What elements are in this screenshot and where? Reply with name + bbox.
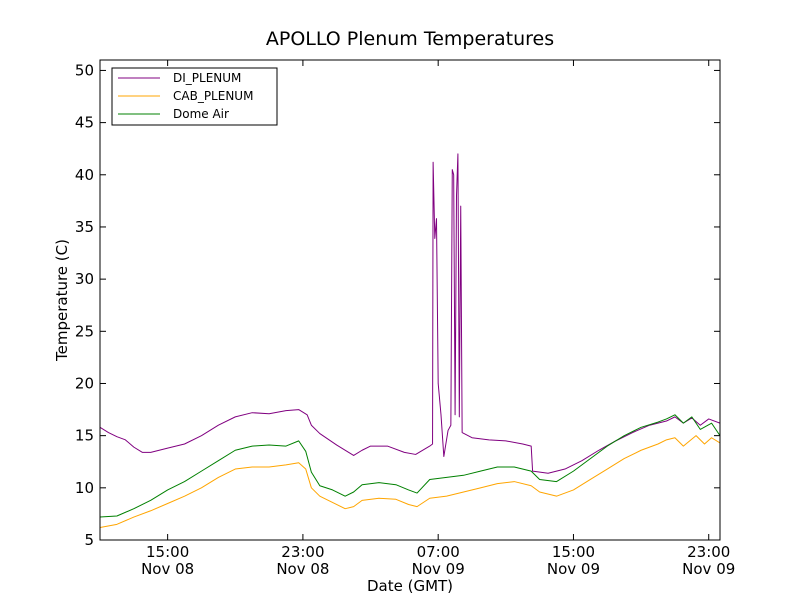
series-line-dome-air bbox=[100, 414, 720, 518]
y-tick-label: 40 bbox=[75, 166, 94, 184]
y-axis-label: Temperature (C) bbox=[53, 239, 71, 362]
x-axis-label: Date (GMT) bbox=[367, 577, 453, 595]
x-tick-label-time: 23:00 bbox=[281, 543, 324, 561]
y-tick-label: 15 bbox=[75, 427, 94, 445]
x-tick-label-time: 15:00 bbox=[146, 543, 189, 561]
x-tick-label-date: Nov 09 bbox=[547, 560, 600, 578]
y-tick-label: 5 bbox=[84, 531, 94, 549]
x-tick-label-time: 15:00 bbox=[552, 543, 595, 561]
y-tick-label: 35 bbox=[75, 218, 94, 236]
y-tick-label: 20 bbox=[75, 374, 94, 392]
legend-label: Dome Air bbox=[173, 107, 229, 121]
series-line-di-plenum bbox=[100, 153, 720, 474]
x-tick-label-date: Nov 09 bbox=[412, 560, 465, 578]
chart-title: APOLLO Plenum Temperatures bbox=[266, 28, 554, 50]
y-tick-label: 10 bbox=[75, 479, 94, 497]
y-tick-label: 50 bbox=[75, 61, 94, 79]
series-layer bbox=[100, 153, 720, 528]
x-tick-label-date: Nov 08 bbox=[276, 560, 329, 578]
y-tick-label: 30 bbox=[75, 270, 94, 288]
plot-frame bbox=[99, 59, 721, 541]
legend-label: CAB_PLENUM bbox=[173, 89, 253, 103]
y-tick-label: 45 bbox=[75, 114, 94, 132]
legend-label: DI_PLENUM bbox=[173, 71, 241, 85]
x-tick-label-date: Nov 09 bbox=[682, 560, 735, 578]
x-tick-label-time: 07:00 bbox=[417, 543, 460, 561]
x-tick-label-time: 23:00 bbox=[687, 543, 730, 561]
x-tick-label-date: Nov 08 bbox=[141, 560, 194, 578]
y-tick-label: 25 bbox=[75, 322, 94, 340]
legend: DI_PLENUM CAB_PLENUM Dome Air bbox=[111, 67, 278, 126]
series-line-cab-plenum bbox=[100, 435, 720, 528]
